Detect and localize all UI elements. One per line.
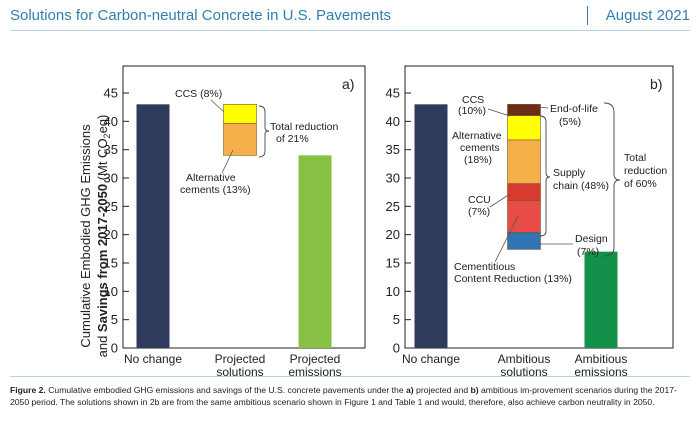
y-tick-label: 40 (104, 114, 118, 129)
b-total-brace (603, 102, 621, 257)
caption-fig: Figure 2. (10, 385, 46, 395)
x-category-label: emissions (288, 365, 341, 376)
b-ccu-label-2: (7%) (468, 206, 490, 218)
y-tick-label: 5 (393, 312, 400, 327)
page-header: Solutions for Carbon-neutral Concrete in… (0, 0, 700, 34)
b-eol-label-1: End-of-life (550, 103, 598, 115)
a-ccs-leader (210, 99, 225, 113)
panel-a-frame (122, 65, 366, 349)
bar (298, 155, 332, 348)
header-separator (587, 6, 588, 25)
y-tick-label: 35 (104, 142, 118, 157)
a-total-label-1: Total reduction (270, 121, 338, 133)
b-eol-label-2: (5%) (559, 116, 581, 128)
b-eol-leader (538, 106, 549, 109)
header-date: August 2021 (605, 7, 690, 24)
panel-a-label: a) (342, 76, 354, 92)
waterfall-segment (223, 104, 257, 124)
x-category-label: No change (124, 352, 182, 366)
figure-caption: Figure 2. Cumulative embodied GHG emissi… (10, 384, 690, 408)
y-tick-label: 30 (104, 171, 118, 186)
y-tick-label: 10 (104, 284, 118, 299)
a-total-brace (258, 105, 270, 158)
waterfall-segment (507, 104, 541, 116)
x-category-label: solutions (500, 365, 547, 376)
y-tick-label: 30 (386, 171, 400, 186)
waterfall-segment (507, 139, 541, 184)
bar (414, 104, 448, 348)
y-tick-label: 20 (386, 227, 400, 242)
bar (584, 251, 618, 348)
b-ccu-leader (489, 193, 511, 208)
b-design-label-2: (7%) (577, 246, 599, 258)
waterfall-segment (507, 115, 541, 141)
b-ccs-label-2: (10%) (458, 105, 486, 117)
header-rule (10, 30, 690, 31)
y-tick-label: 45 (386, 86, 400, 101)
a-total-label-2: of 21% (276, 133, 309, 145)
header-title: Solutions for Carbon-neutral Concrete in… (10, 7, 392, 24)
b-ccr-label-1: Cementitious (454, 261, 515, 273)
y-tick-label: 10 (386, 284, 400, 299)
y-tick-label: 25 (386, 199, 400, 214)
panel-b-label: b) (650, 76, 662, 92)
waterfall-segment (507, 200, 541, 233)
y-tick-label: 45 (104, 86, 118, 101)
b-total-label-1: Total (624, 152, 646, 164)
b-total-label-2: reduction (624, 165, 667, 177)
waterfall-segment (507, 232, 541, 250)
x-category-label: Projected (290, 352, 341, 366)
b-ccr-label-2: Content Reduction (13%) (454, 273, 572, 285)
b-ccs-label-1: CCS (462, 94, 484, 106)
b-supply-label-1: Supply (553, 167, 586, 179)
y-axis-label-line2: and Savings from 2017-2050 (Mt CO2eq) (95, 115, 112, 358)
waterfall-segment (507, 183, 541, 201)
a-ccs-label: CCS (8%) (175, 88, 222, 100)
emissions-chart: Cumulative Embodied GHG Emissions and Sa… (78, 65, 674, 376)
b-supply-label-2: chain (48%) (553, 180, 609, 192)
b-alt-label-2: cements (460, 142, 500, 154)
a-alt-label-2: cements (13%) (180, 184, 251, 196)
y-tick-label: 0 (393, 341, 400, 356)
y-tick-label: 5 (111, 312, 118, 327)
panel-b-frame (404, 65, 674, 349)
b-design-label-1: Design (575, 233, 608, 245)
caption-t2: projected and (413, 385, 471, 395)
b-ccs-leader (487, 108, 511, 117)
b-ccr-leader (494, 215, 519, 263)
b-alt-label-3: (18%) (464, 154, 492, 166)
b-alt-label-1: Alternative (452, 130, 502, 142)
x-category-label: Ambitious (498, 352, 551, 366)
y-tick-label: 15 (386, 256, 400, 271)
b-total-label-3: of 60% (624, 178, 657, 190)
caption-t3: ambitious im-provement scenarios during … (10, 385, 677, 407)
y-tick-label: 20 (104, 227, 118, 242)
y-axis-label-line1: Cumulative Embodied GHG Emissions (78, 124, 93, 348)
caption-a: a) (406, 385, 414, 395)
waterfall-segment (223, 123, 257, 156)
x-category-label: Ambitious (575, 352, 628, 366)
x-category-label: Projected (215, 352, 266, 366)
caption-rule (10, 376, 690, 377)
x-category-label: solutions (216, 365, 263, 376)
y-tick-label: 15 (104, 256, 118, 271)
y-tick-label: 0 (111, 341, 118, 356)
x-category-label: No change (402, 352, 460, 366)
b-ccu-label-1: CCU (468, 194, 491, 206)
bar (136, 104, 170, 348)
b-supply-brace (539, 115, 551, 237)
a-alt-label-1: Alternative (186, 172, 236, 184)
caption-b: b) (470, 385, 479, 395)
y-tick-label: 40 (386, 114, 400, 129)
y-tick-label: 35 (386, 142, 400, 157)
caption-t1: Cumulative embodied GHG emissions and sa… (45, 385, 406, 395)
a-alt-leader (221, 149, 234, 174)
y-tick-label: 25 (104, 199, 118, 214)
x-category-label: emissions (574, 365, 627, 376)
